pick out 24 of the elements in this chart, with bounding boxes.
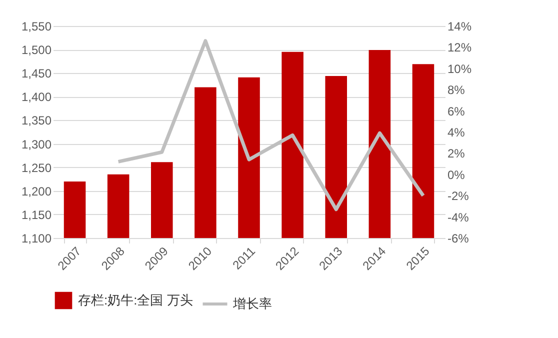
y-tick-label: 1,400 <box>21 90 52 104</box>
y2-tick-label: 12% <box>448 40 472 55</box>
y-tick-label: 1,450 <box>21 66 52 81</box>
y2-tick-label: -4% <box>448 210 470 224</box>
y2-tick-label: 2% <box>448 146 466 161</box>
legend-label: 存栏:奶牛:全国 万头 <box>78 292 193 308</box>
y2-tick-label: 4% <box>448 126 466 140</box>
y-tick-label: 1,150 <box>21 208 52 222</box>
y-tick-label: 1,500 <box>21 43 52 58</box>
y-tick-label: 1,350 <box>21 114 52 128</box>
y-tick-label: 1,200 <box>21 184 52 198</box>
legend-label: 增长率 <box>232 296 272 311</box>
y2-tick-label: 8% <box>448 83 466 98</box>
y2-tick-label: 0% <box>448 168 466 182</box>
y2-tick-label: 6% <box>448 104 466 118</box>
y-tick-label: 1,100 <box>21 232 52 246</box>
y-tick-label: 1,300 <box>21 137 52 152</box>
y-tick-label: 1,550 <box>21 20 52 34</box>
line-series <box>116 39 425 212</box>
y2-tick-label: -2% <box>448 189 470 204</box>
y-tick-label: 1,250 <box>21 160 52 175</box>
y2-tick-label: 10% <box>448 62 472 76</box>
y2-tick-label: -6% <box>448 232 470 246</box>
y2-tick-label: 14% <box>448 20 472 34</box>
